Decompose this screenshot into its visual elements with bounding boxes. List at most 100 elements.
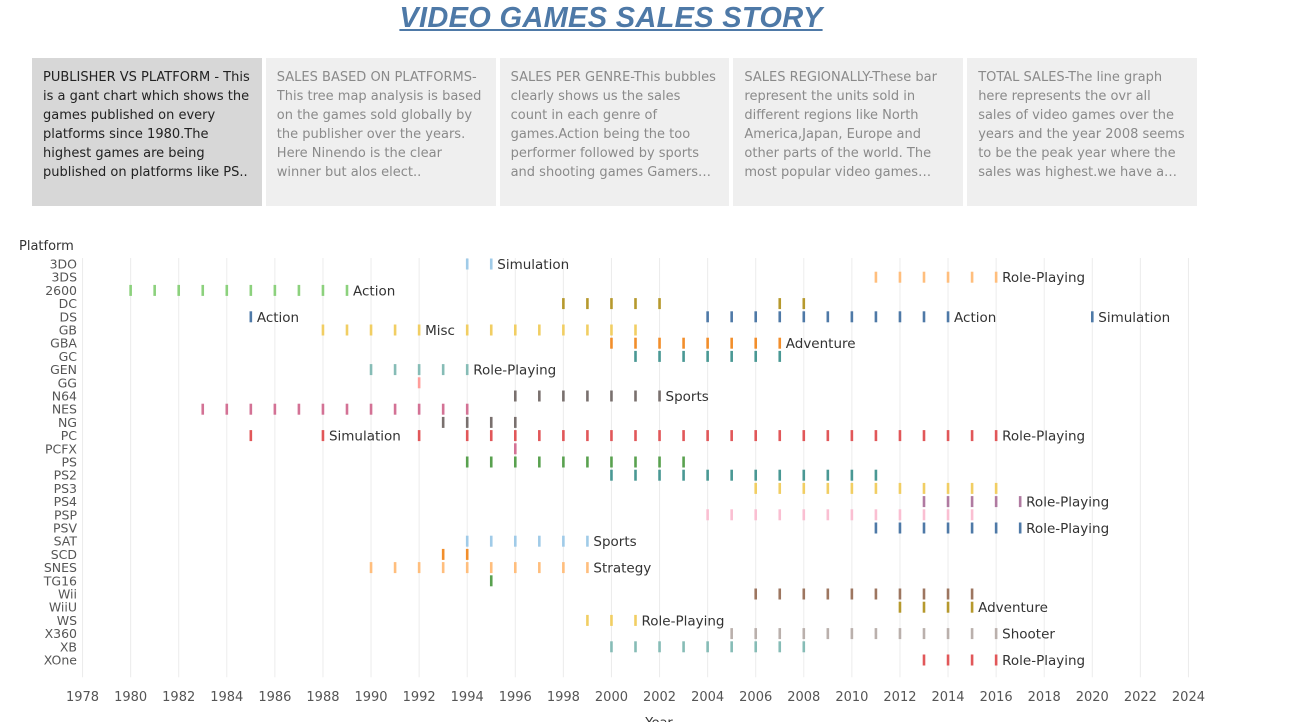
gantt-mark[interactable] <box>946 271 950 283</box>
gantt-mark[interactable] <box>297 284 301 296</box>
gantt-mark[interactable] <box>586 430 589 442</box>
gantt-mark[interactable] <box>249 311 253 323</box>
gantt-mark[interactable] <box>826 628 830 640</box>
gantt-mark[interactable] <box>970 509 974 521</box>
gantt-mark[interactable] <box>826 482 830 494</box>
gantt-mark[interactable] <box>513 456 517 468</box>
gantt-mark[interactable] <box>802 430 806 442</box>
gantt-mark[interactable] <box>898 430 902 442</box>
gantt-mark[interactable] <box>538 324 541 336</box>
gantt-mark[interactable] <box>730 641 733 653</box>
gantt-mark[interactable] <box>706 311 709 323</box>
gantt-mark[interactable] <box>465 403 469 415</box>
gantt-mark[interactable] <box>730 311 733 323</box>
gantt-mark[interactable] <box>850 482 854 494</box>
gantt-mark[interactable] <box>850 628 854 640</box>
story-point-5[interactable]: TOTAL SALES-The line graph here represen… <box>967 58 1197 206</box>
gantt-mark[interactable] <box>345 284 349 296</box>
gantt-mark[interactable] <box>754 469 758 481</box>
gantt-mark[interactable] <box>345 403 349 415</box>
gantt-mark[interactable] <box>898 482 902 494</box>
gantt-mark[interactable] <box>874 482 878 494</box>
gantt-mark[interactable] <box>562 535 565 547</box>
gantt-mark[interactable] <box>826 588 830 600</box>
gantt-mark[interactable] <box>249 284 253 296</box>
story-point-2[interactable]: SALES BASED ON PLATFORMS-This tree map a… <box>265 58 496 206</box>
gantt-mark[interactable] <box>754 588 758 600</box>
gantt-mark[interactable] <box>321 324 325 336</box>
gantt-mark[interactable] <box>754 311 758 323</box>
gantt-mark[interactable] <box>706 350 709 362</box>
gantt-mark[interactable] <box>201 284 205 296</box>
gantt-mark[interactable] <box>778 350 782 362</box>
gantt-mark[interactable] <box>706 641 709 653</box>
gantt-mark[interactable] <box>610 614 613 626</box>
gantt-mark[interactable] <box>562 562 565 574</box>
gantt-mark[interactable] <box>489 456 493 468</box>
gantt-mark[interactable] <box>874 271 878 283</box>
gantt-mark[interactable] <box>489 430 493 442</box>
gantt-mark[interactable] <box>369 324 373 336</box>
gantt-mark[interactable] <box>321 284 325 296</box>
gantt-mark[interactable] <box>538 456 541 468</box>
gantt-mark[interactable] <box>586 390 589 402</box>
gantt-mark[interactable] <box>586 535 589 547</box>
gantt-mark[interactable] <box>850 509 854 521</box>
story-point-4[interactable]: SALES REGIONALLY-These bar represent the… <box>733 58 964 206</box>
gantt-mark[interactable] <box>610 469 613 481</box>
gantt-mark[interactable] <box>249 403 253 415</box>
gantt-mark[interactable] <box>802 641 806 653</box>
gantt-mark[interactable] <box>802 469 806 481</box>
gantt-mark[interactable] <box>417 403 421 415</box>
gantt-mark[interactable] <box>658 430 661 442</box>
gantt-mark[interactable] <box>441 548 445 560</box>
gantt-mark[interactable] <box>634 350 637 362</box>
gantt-mark[interactable] <box>177 284 181 296</box>
gantt-mark[interactable] <box>682 430 685 442</box>
gantt-mark[interactable] <box>754 509 758 521</box>
gantt-mark[interactable] <box>874 522 878 534</box>
gantt-mark[interactable] <box>562 324 565 336</box>
gantt-mark[interactable] <box>513 390 517 402</box>
gantt-mark[interactable] <box>970 482 974 494</box>
gantt-mark[interactable] <box>538 562 541 574</box>
gantt-mark[interactable] <box>658 390 661 402</box>
gantt-mark[interactable] <box>922 588 926 600</box>
gantt-mark[interactable] <box>1018 522 1022 534</box>
gantt-mark[interactable] <box>898 628 902 640</box>
gantt-mark[interactable] <box>634 614 637 626</box>
gantt-mark[interactable] <box>874 469 878 481</box>
gantt-mark[interactable] <box>441 416 445 428</box>
gantt-mark[interactable] <box>898 509 902 521</box>
gantt-mark[interactable] <box>658 298 661 310</box>
gantt-mark[interactable] <box>778 337 782 349</box>
gantt-mark[interactable] <box>610 430 613 442</box>
gantt-mark[interactable] <box>634 430 637 442</box>
gantt-mark[interactable] <box>586 456 589 468</box>
gantt-mark[interactable] <box>802 628 806 640</box>
gantt-mark[interactable] <box>465 562 469 574</box>
gantt-mark[interactable] <box>634 456 637 468</box>
gantt-mark[interactable] <box>922 654 926 666</box>
gantt-mark[interactable] <box>634 390 637 402</box>
gantt-mark[interactable] <box>417 377 421 389</box>
story-point-1[interactable]: PUBLISHER VS PLATFORM - This is a gant c… <box>32 58 262 206</box>
gantt-mark[interactable] <box>778 469 782 481</box>
gantt-mark[interactable] <box>513 430 517 442</box>
gantt-mark[interactable] <box>586 562 589 574</box>
gantt-mark[interactable] <box>946 588 950 600</box>
gantt-mark[interactable] <box>802 482 806 494</box>
gantt-mark[interactable] <box>730 509 733 521</box>
gantt-mark[interactable] <box>345 324 349 336</box>
gantt-mark[interactable] <box>922 482 926 494</box>
gantt-mark[interactable] <box>706 509 709 521</box>
gantt-mark[interactable] <box>586 324 589 336</box>
gantt-mark[interactable] <box>826 430 830 442</box>
gantt-mark[interactable] <box>1018 496 1022 508</box>
gantt-mark[interactable] <box>417 324 421 336</box>
gantt-mark[interactable] <box>778 588 782 600</box>
gantt-mark[interactable] <box>562 430 565 442</box>
gantt-mark[interactable] <box>658 337 661 349</box>
gantt-mark[interactable] <box>489 575 493 587</box>
gantt-mark[interactable] <box>658 641 661 653</box>
